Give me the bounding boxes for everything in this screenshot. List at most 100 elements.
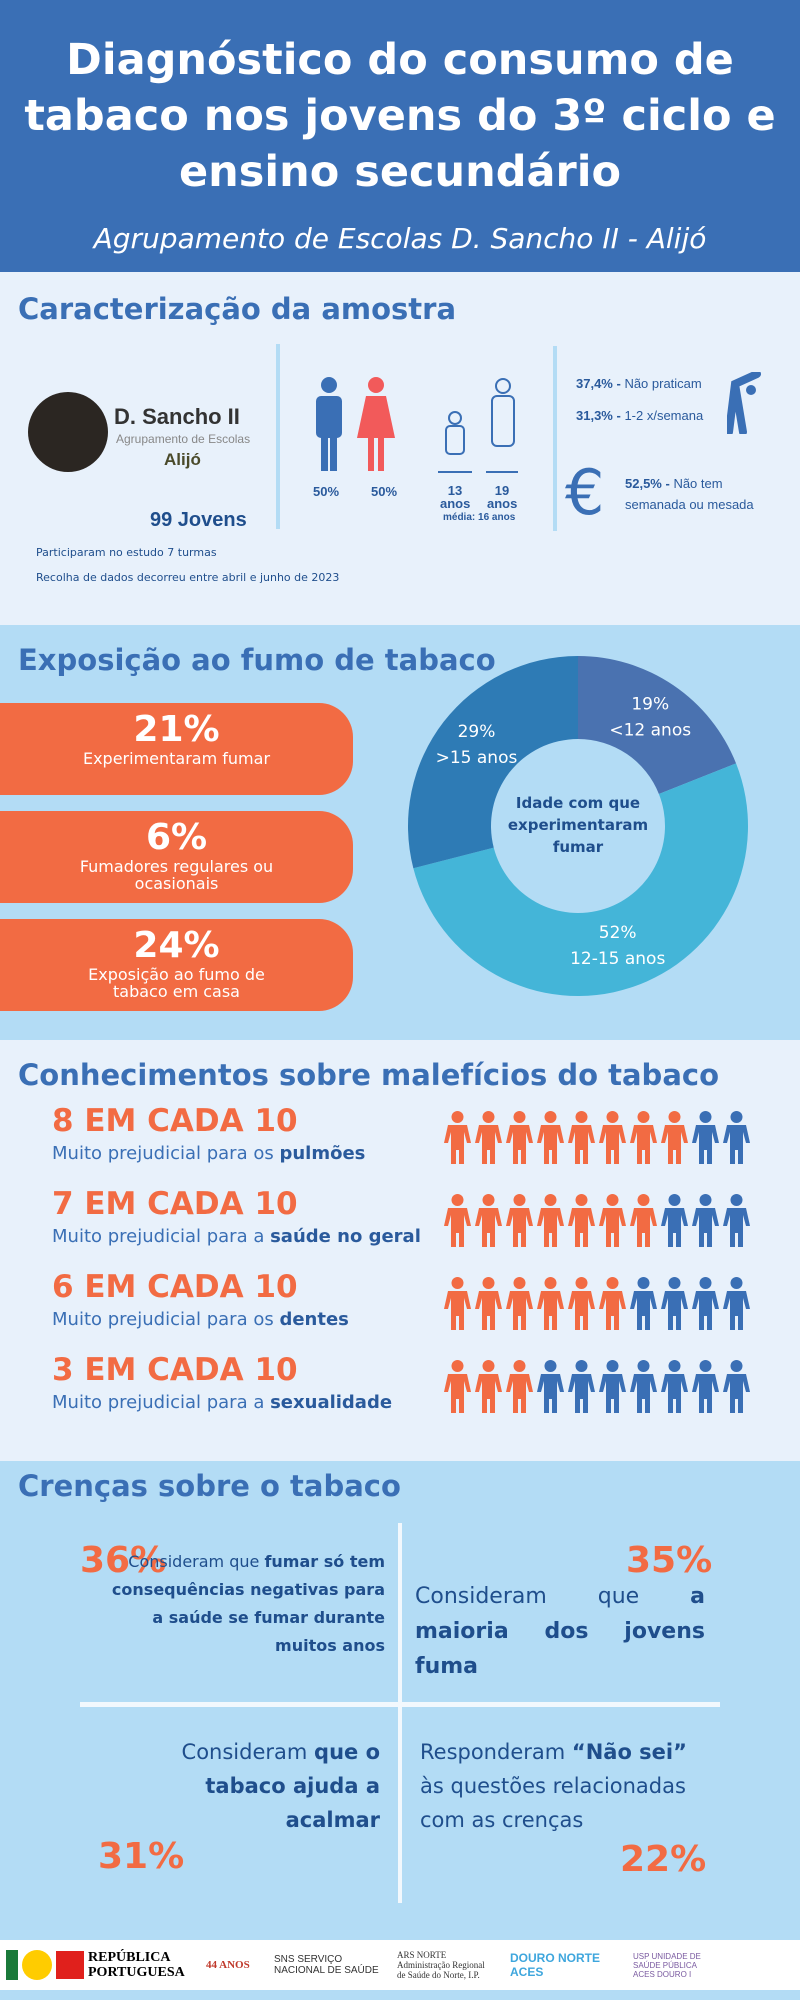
belief-pct: 22% [620, 1839, 707, 1880]
knowledge-headline: 3 EM CADA 10 [52, 1352, 298, 1388]
donut-title: Idade com que experimentaram fumar [508, 794, 648, 856]
person-icon-no [723, 1277, 750, 1330]
divider-horizontal [80, 1702, 720, 1707]
stat-label: Fumadores regulares ou ocasionais [79, 857, 274, 893]
note-classes: Participaram no estudo 7 turmas [36, 546, 217, 559]
knowledge-desc: Muito prejudicial para os dentes [52, 1309, 349, 1330]
slice-value-label: 19% [631, 695, 669, 715]
slice-category-label: 12-15 anos [570, 949, 665, 969]
person-icon-no [568, 1360, 595, 1413]
person-icon-yes [506, 1111, 533, 1164]
ars-norte-logo: ARS NORTE Administração Regional de Saúd… [397, 1950, 485, 1980]
person-icon-yes [568, 1194, 595, 1247]
stat-label: Exposição ao fumo de tabaco em casa [88, 965, 265, 1001]
person-icon-yes [444, 1194, 471, 1247]
people-icon-row [443, 1193, 751, 1249]
person-icon-yes [599, 1194, 626, 1247]
person-icon-no [537, 1360, 564, 1413]
stat-card: 24% Exposição ao fumo de tabaco em casa [0, 919, 353, 1011]
person-icon-yes [630, 1194, 657, 1247]
section-title: Crenças sobre o tabaco [18, 1469, 401, 1503]
person-icon-no [630, 1360, 657, 1413]
slice-category-label: <12 anos [609, 721, 691, 741]
person-icon-yes [475, 1194, 502, 1247]
knowledge-desc: Muito prejudicial para a sexualidade [52, 1392, 393, 1413]
school-town: Alijó [164, 450, 201, 469]
male-pct: 50% [313, 484, 340, 499]
belief-pct: 36% [80, 1540, 167, 1581]
sport-pct: 31,3% - [576, 408, 621, 423]
page-title: Diagnóstico do consumo de tabaco nos jov… [24, 35, 776, 197]
slice-value-label: 29% [458, 722, 496, 742]
exposure-section: Exposição ao fumo de tabaco 21% Experimen… [0, 625, 800, 1040]
slice-category-label: >15 anos [436, 748, 518, 768]
donut-slice [578, 656, 737, 794]
person-icon-no [661, 1277, 688, 1330]
person-icon-yes [444, 1111, 471, 1164]
person-icon-no [661, 1194, 688, 1247]
age-range-icon [438, 378, 518, 473]
belief-text: Consideram que o tabaco ajuda a acalmar [181, 1740, 380, 1832]
age-min: 13 [447, 483, 463, 498]
section-title: Conhecimentos sobre malefícios do tabaco [18, 1058, 719, 1092]
person-icon-yes [444, 1277, 471, 1330]
person-icon-no [692, 1194, 719, 1247]
person-icon-yes [537, 1111, 564, 1164]
person-icon-yes [475, 1277, 502, 1330]
knowledge-section: Conhecimentos sobre malefícios do tabaco… [0, 1040, 800, 1461]
stat-value: 24% [133, 925, 220, 966]
divider-vertical [398, 1523, 402, 1903]
people-icon-row [443, 1276, 751, 1332]
belief-pct: 31% [98, 1836, 185, 1877]
money-label: Não tem semanada ou mesada [625, 476, 754, 512]
person-icon-no [630, 1277, 657, 1330]
belief-text: Consideram que fumar só tem consequência… [111, 1552, 385, 1655]
money-pct: 52,5% - [625, 476, 670, 491]
sport-label: Não praticam [624, 376, 702, 391]
sns-logo: SNS SERVIÇO NACIONAL DE SAÚDE [274, 1954, 379, 1976]
republica-portuguesa-logo: REPÚBLICA PORTUGUESA [6, 1950, 188, 1980]
person-icon-yes [630, 1111, 657, 1164]
person-icon-yes [568, 1277, 595, 1330]
person-icon-yes [475, 1111, 502, 1164]
sport-pct: 37,4% - [576, 376, 621, 391]
age-max: 19 [494, 483, 510, 498]
people-icon-row [443, 1110, 751, 1166]
person-icon-yes [568, 1111, 595, 1164]
female-pct: 50% [371, 484, 398, 499]
person-icon-no [661, 1360, 688, 1413]
beliefs-section: Crenças sobre o tabaco 36% Consideram qu… [0, 1461, 800, 1939]
school-group: Agrupamento de Escolas [116, 432, 251, 446]
person-icon-yes [506, 1360, 533, 1413]
person-icon-yes [475, 1360, 502, 1413]
knowledge-desc: Muito prejudicial para os pulmões [52, 1143, 366, 1164]
donut-slice [413, 763, 748, 996]
stat-card: 21% Experimentaram fumar [0, 703, 353, 795]
sport-label: 1-2 x/semana [624, 408, 704, 423]
section-title: Exposição ao fumo de tabaco [18, 643, 496, 677]
person-icon-no [692, 1277, 719, 1330]
person-icon-yes [599, 1111, 626, 1164]
donut-slice [408, 656, 578, 869]
belief-text: Responderam “Não sei” às questões relaci… [420, 1740, 687, 1832]
note-dates: Recolha de dados decorreu entre abril e … [36, 571, 340, 584]
age-mean: média: 16 anos [443, 512, 516, 523]
age-unit: anos [440, 496, 471, 511]
people-icon-row [443, 1359, 751, 1415]
knowledge-headline: 8 EM CADA 10 [52, 1103, 298, 1139]
person-icon-yes [537, 1277, 564, 1330]
stat-value: 21% [133, 709, 220, 750]
person-icon-no [723, 1360, 750, 1413]
knowledge-desc: Muito prejudicial para a saúde no geral [52, 1226, 421, 1247]
person-icon-yes [537, 1194, 564, 1247]
female-icon [357, 377, 395, 471]
person-icon-no [692, 1360, 719, 1413]
person-icon-no [692, 1111, 719, 1164]
douro-norte-logo: DOURO NORTE ACES [510, 1951, 600, 1979]
age-unit: anos [487, 496, 518, 511]
total-participants: 99 Jovens [150, 509, 247, 531]
section-title: Caracterização da amostra [18, 292, 457, 326]
person-icon-no [723, 1111, 750, 1164]
person-icon-yes [599, 1277, 626, 1330]
person-icon-yes [661, 1111, 688, 1164]
